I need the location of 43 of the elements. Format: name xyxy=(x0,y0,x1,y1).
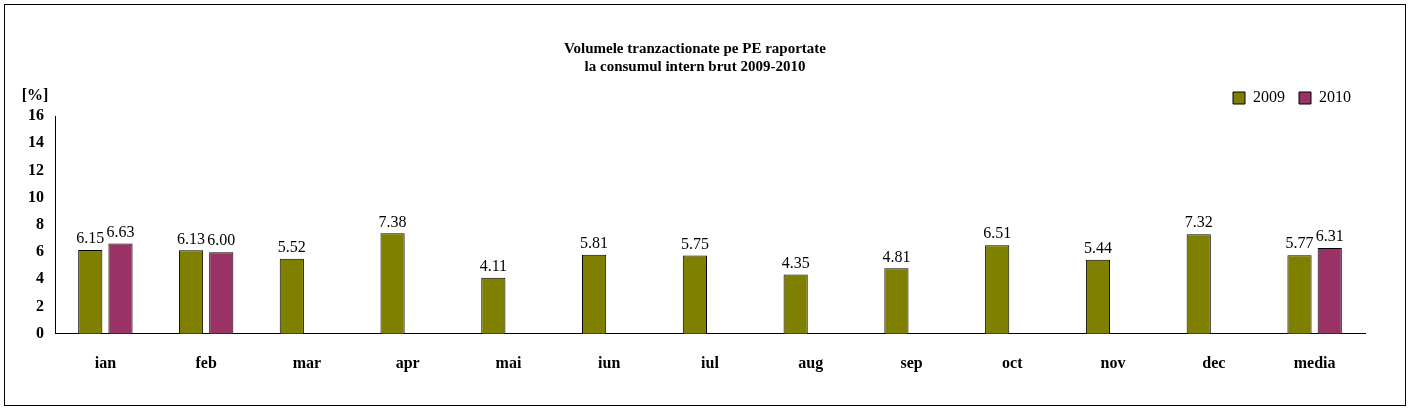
x-tick-label: mai xyxy=(495,353,522,371)
data-label: 5.77 xyxy=(1285,234,1314,252)
data-label: 5.52 xyxy=(277,237,306,255)
x-tick-label: ian xyxy=(94,353,117,371)
text: Volumele tranzactionate pe PE raportate xyxy=(564,39,826,56)
data-label: 6.15 xyxy=(76,229,105,247)
x-tick-label: media xyxy=(1293,353,1336,371)
x-tick-label: dec xyxy=(1202,353,1226,371)
x-tick-label: aug xyxy=(798,353,824,372)
x-tick-label: oct xyxy=(1002,353,1024,371)
legend-label: 2009 xyxy=(1253,88,1285,106)
data-label: 4.11 xyxy=(479,257,508,275)
data-label: 6.63 xyxy=(106,222,135,240)
y-tick-label: 16 xyxy=(28,106,44,124)
data-label: 6.51 xyxy=(983,224,1012,242)
y-tick-label: 6 xyxy=(36,242,44,260)
x-tick-label: nov xyxy=(1100,353,1126,371)
y-tick-label: 4 xyxy=(36,269,44,287)
data-label: 6.31 xyxy=(1315,227,1344,245)
data-label: 7.32 xyxy=(1184,213,1213,231)
y-axis-title: [%] xyxy=(21,86,49,104)
data-label: 6.00 xyxy=(207,231,236,249)
x-tick-label: iul xyxy=(701,353,720,371)
x-tick-label: feb xyxy=(195,353,217,371)
y-tick-label: 14 xyxy=(28,133,44,151)
y-tick-label: 0 xyxy=(36,323,44,341)
x-tick-label: mar xyxy=(292,353,322,371)
data-label: 5.44 xyxy=(1083,238,1112,256)
data-label: 4.81 xyxy=(882,247,911,265)
x-tick-label: apr xyxy=(395,353,420,372)
text: la consumul intern brut 2009-2010 xyxy=(584,57,806,74)
y-tick-label: 2 xyxy=(36,296,44,314)
x-tick-label: iun xyxy=(598,353,621,371)
data-label: 7.38 xyxy=(378,212,407,230)
data-label: 5.81 xyxy=(580,233,609,251)
data-label: 4.35 xyxy=(781,253,810,271)
y-tick-label: 12 xyxy=(28,160,44,178)
data-label: 5.75 xyxy=(680,234,709,252)
legend-label: 2010 xyxy=(1319,88,1351,106)
y-tick-label: 10 xyxy=(28,187,44,205)
y-tick-label: 8 xyxy=(36,215,44,233)
x-tick-label: sep xyxy=(900,353,923,372)
data-label: 6.13 xyxy=(177,229,206,247)
